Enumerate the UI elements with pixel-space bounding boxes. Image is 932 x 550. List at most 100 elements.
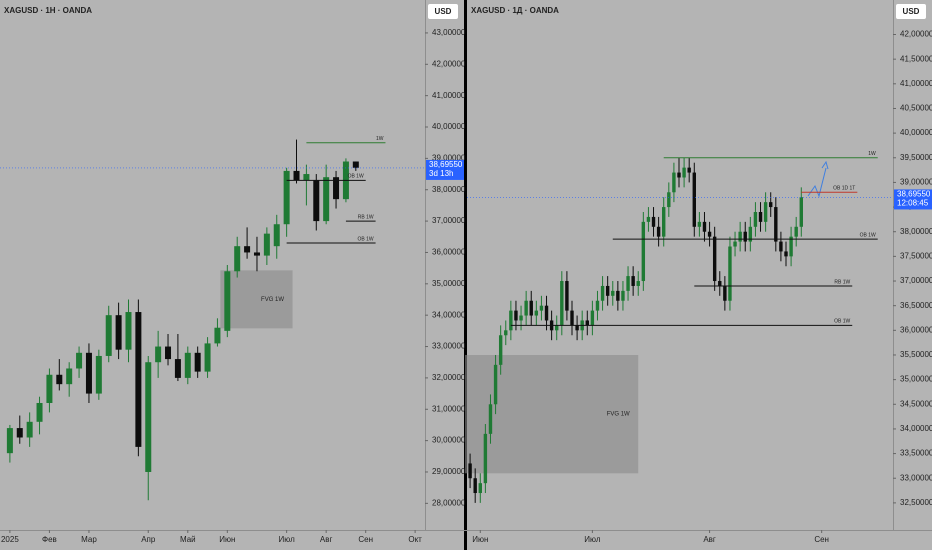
candle-body [560,281,564,326]
candle-body [656,226,661,237]
candle-body [600,285,605,301]
candle-body [611,290,615,296]
candle-body [125,312,132,350]
candle-body [534,310,539,316]
x-tick-label: Май [180,535,196,544]
candle-body [662,207,666,237]
candle-body [555,325,559,331]
y-tick-label: 37,00000 [900,276,932,285]
y-tick-label: 36,50000 [900,301,932,310]
y-tick-label: 43,00000 [432,28,466,37]
y-tick-label: 40,00000 [432,122,466,131]
y-tick-label: 36,00000 [900,325,932,334]
candle-body [605,285,610,296]
candle-body [145,362,152,472]
candle-body [514,310,518,321]
candle-body [575,325,579,331]
level-label: OB 1W [834,319,850,325]
level-label: 1W [868,151,876,157]
candle-body [544,305,549,321]
level-label: OB 1W [860,232,876,238]
candle-body [214,327,221,344]
y-tick-label: 33,00000 [900,473,932,482]
y-tick-label: 33,00000 [432,342,466,351]
candle-body [293,170,300,181]
candle-body [769,202,773,208]
candle-body [509,310,513,331]
currency-label: USD [903,7,920,16]
candle-body [529,300,533,316]
x-tick-label: Сен [358,535,373,544]
candle-body [95,355,102,394]
candle-body [352,161,359,168]
candle-body [6,428,13,454]
candle-body [702,221,707,232]
candle-body [595,300,600,311]
candle-body [253,252,260,256]
candle-body [303,174,310,181]
candle-body [672,172,676,193]
level-label: OB 1D 1T [833,186,855,192]
candle-body [478,483,482,494]
candle-body [115,315,122,350]
zone-label: FVG 1W [607,412,630,418]
y-tick-label: 39,50000 [900,153,932,162]
y-tick-label: 32,50000 [900,498,932,507]
candle-body [36,402,43,422]
candle-body [585,320,589,326]
candle-body [779,241,783,252]
y-tick-label: 37,00000 [432,216,466,225]
y-tick-label: 34,50000 [900,399,932,408]
x-tick-label: Авг [320,535,333,544]
candle-body [56,374,63,385]
y-tick-label: 39,00000 [432,153,466,162]
candle-body [16,428,23,438]
candle-body [570,310,574,326]
x-tick-label: Окт [408,535,422,544]
y-tick-label: 35,00000 [900,375,932,384]
candle-body [794,226,798,237]
countdown-label: 12:08:45 [897,199,929,208]
y-tick-label: 31,00000 [432,404,466,413]
chart-title: XAGUSD · 1Д · OANDA [471,6,559,15]
y-tick-label: 41,00000 [432,91,466,100]
y-tick-label: 38,00000 [900,227,932,236]
candle-body [204,343,211,372]
level-label: RB 1W [834,279,850,285]
candle-body [26,421,33,438]
candle-body [723,285,727,301]
candle-body [524,300,528,316]
x-tick-label: Мар [81,535,97,544]
last-price-label: 38,69550 [429,160,463,169]
candle-body [493,364,498,405]
candle-body [733,241,737,247]
candle-body [631,276,635,286]
candle-body [283,170,290,225]
candle-body [135,312,142,447]
candle-body [234,246,241,272]
candle-body [743,231,747,242]
chart-title: XAGUSD · 1H · OANDA [4,6,92,15]
candle-body [483,433,488,484]
candle-body [636,281,640,286]
candle-body [333,177,340,200]
candle-body [646,216,651,222]
x-tick-label: Июл [279,535,296,544]
candle-body [687,167,691,173]
candle-body [718,281,722,286]
candle-body [194,352,201,372]
countdown-label: 3d 13h [429,169,453,178]
candle-body [174,359,181,378]
candle-body [488,404,493,434]
y-tick-label: 37,50000 [900,251,932,260]
y-tick-label: 28,00000 [432,498,466,507]
candle-body [712,236,717,282]
candle-body [590,310,595,326]
candle-body [46,374,53,403]
candle-body [692,172,696,227]
currency-label: USD [435,7,452,16]
candle-body [539,305,544,311]
candle-body [758,212,763,222]
